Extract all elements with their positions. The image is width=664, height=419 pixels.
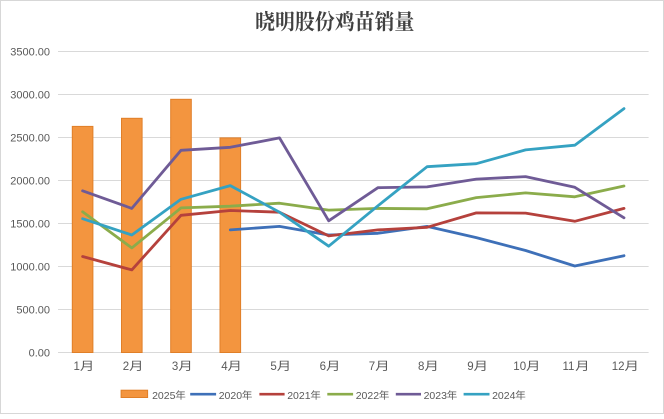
svg-text:2000.00: 2000.00 <box>10 175 50 187</box>
svg-text:3500.00: 3500.00 <box>10 46 50 58</box>
svg-text:500.00: 500.00 <box>16 304 50 316</box>
svg-text:2022: 2022 <box>356 390 380 402</box>
svg-text:3: 3 <box>172 361 178 373</box>
svg-text:8: 8 <box>418 361 424 373</box>
svg-text:11: 11 <box>563 361 575 373</box>
svg-text:2021: 2021 <box>287 390 311 402</box>
svg-text:2024: 2024 <box>492 390 516 402</box>
svg-text:1000.00: 1000.00 <box>10 261 50 273</box>
svg-text:0.00: 0.00 <box>29 347 50 359</box>
svg-text:12: 12 <box>612 361 625 373</box>
svg-text:9: 9 <box>467 361 473 373</box>
svg-text:2023: 2023 <box>424 390 448 402</box>
svg-text:2: 2 <box>123 361 129 373</box>
svg-text:6: 6 <box>320 361 326 373</box>
svg-text:5: 5 <box>270 361 276 373</box>
svg-text:3000.00: 3000.00 <box>10 89 50 101</box>
svg-text:7: 7 <box>369 361 375 373</box>
svg-text:4: 4 <box>221 361 228 373</box>
svg-text:2020: 2020 <box>219 390 243 402</box>
svg-text:2500.00: 2500.00 <box>10 132 50 144</box>
svg-text:1500.00: 1500.00 <box>10 218 50 230</box>
svg-text:2025: 2025 <box>152 390 176 402</box>
svg-text:1: 1 <box>74 361 80 373</box>
svg-text:10: 10 <box>513 361 526 373</box>
